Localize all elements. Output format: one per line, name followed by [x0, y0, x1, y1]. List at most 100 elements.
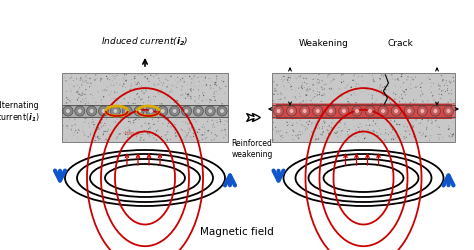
Point: [299, 132, 306, 136]
Point: [276, 129, 284, 133]
Point: [182, 75, 189, 79]
Point: [109, 132, 117, 136]
Point: [177, 79, 184, 83]
Point: [139, 73, 146, 77]
Point: [403, 92, 411, 96]
Point: [409, 129, 416, 133]
Point: [448, 88, 456, 92]
Point: [136, 96, 143, 100]
Point: [436, 138, 443, 141]
Point: [274, 130, 282, 134]
Point: [435, 136, 443, 140]
Point: [448, 92, 456, 96]
Point: [410, 78, 417, 82]
Point: [323, 128, 331, 132]
Point: [211, 83, 219, 87]
Point: [301, 81, 308, 85]
Point: [196, 98, 203, 102]
Point: [313, 82, 320, 86]
Point: [91, 79, 99, 83]
Circle shape: [368, 109, 372, 114]
Point: [449, 133, 457, 137]
Point: [74, 131, 82, 135]
Circle shape: [381, 109, 385, 114]
Point: [308, 130, 316, 134]
Point: [97, 122, 105, 126]
Point: [195, 80, 203, 84]
Point: [358, 90, 366, 94]
Point: [181, 129, 189, 133]
Point: [88, 86, 95, 89]
Point: [386, 98, 393, 102]
Point: [284, 76, 292, 80]
Point: [82, 117, 90, 121]
Point: [64, 79, 71, 83]
Point: [92, 130, 100, 134]
Point: [399, 89, 406, 93]
Point: [417, 122, 424, 126]
Point: [147, 98, 155, 102]
Point: [194, 76, 202, 80]
Point: [205, 129, 212, 133]
Point: [97, 120, 104, 124]
Point: [324, 76, 332, 80]
Point: [187, 84, 194, 88]
Point: [447, 98, 454, 102]
Point: [83, 100, 91, 104]
Point: [445, 128, 452, 132]
Point: [419, 118, 426, 122]
Point: [297, 102, 305, 105]
Point: [124, 126, 132, 130]
Point: [188, 78, 196, 82]
Point: [75, 96, 82, 100]
Point: [270, 121, 277, 125]
Point: [410, 125, 417, 129]
Point: [324, 129, 332, 133]
Point: [222, 126, 230, 130]
Point: [349, 79, 357, 83]
Point: [354, 99, 361, 103]
Point: [324, 129, 332, 133]
Point: [273, 130, 280, 134]
Point: [429, 82, 437, 86]
Circle shape: [110, 106, 120, 117]
Point: [187, 95, 194, 99]
Point: [447, 81, 455, 85]
Point: [274, 93, 282, 97]
Point: [174, 81, 182, 85]
Point: [280, 75, 287, 79]
Point: [173, 121, 180, 125]
Point: [100, 139, 108, 143]
Point: [214, 139, 222, 143]
Point: [315, 82, 323, 86]
Point: [313, 120, 321, 124]
Point: [131, 75, 139, 79]
Bar: [62, 118, 228, 142]
Point: [138, 132, 146, 136]
Point: [287, 75, 295, 79]
Point: [445, 92, 452, 96]
Point: [328, 87, 335, 91]
Point: [302, 99, 310, 103]
Point: [283, 124, 291, 128]
Point: [210, 87, 217, 91]
Point: [269, 100, 277, 103]
Point: [117, 118, 125, 122]
Point: [137, 137, 145, 141]
Circle shape: [313, 106, 323, 117]
Point: [298, 82, 306, 86]
Point: [328, 101, 336, 105]
Point: [70, 85, 78, 89]
Point: [173, 118, 181, 122]
Circle shape: [75, 106, 85, 117]
Point: [151, 117, 159, 121]
Point: [382, 88, 390, 92]
Point: [315, 138, 322, 141]
Point: [292, 87, 299, 91]
Point: [183, 83, 191, 87]
Point: [328, 79, 336, 83]
Point: [398, 96, 405, 100]
Point: [412, 118, 420, 122]
Point: [140, 101, 147, 105]
Point: [96, 128, 103, 132]
